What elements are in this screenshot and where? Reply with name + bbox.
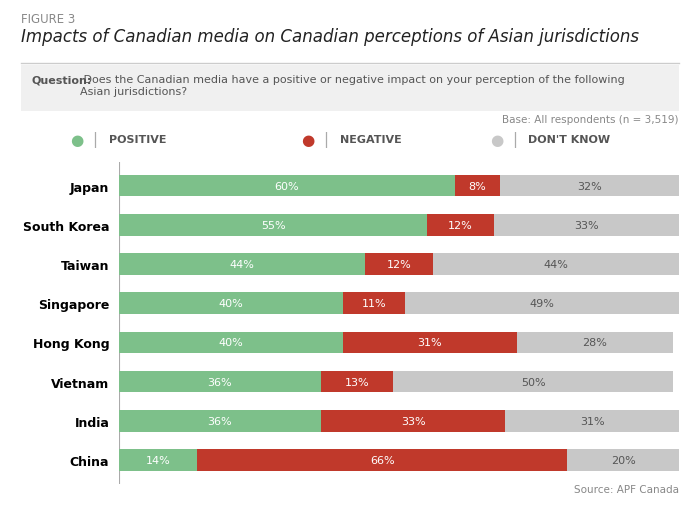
Text: Source: APF Canada: Source: APF Canada [574, 484, 679, 494]
Bar [343, 293, 405, 315]
Bar [505, 410, 679, 432]
Text: 14%: 14% [146, 455, 171, 465]
Bar [433, 254, 679, 275]
Text: 13%: 13% [344, 377, 370, 387]
Text: NEGATIVE: NEGATIVE [340, 135, 401, 145]
Bar [119, 293, 343, 315]
Bar [119, 215, 427, 236]
Text: ●: ● [71, 132, 83, 148]
Text: 33%: 33% [400, 416, 426, 426]
Text: Question:: Question: [32, 75, 92, 86]
Text: 31%: 31% [417, 338, 442, 348]
Text: 32%: 32% [577, 181, 602, 191]
Text: POSITIVE: POSITIVE [108, 135, 166, 145]
Bar [494, 215, 679, 236]
Text: 8%: 8% [468, 181, 486, 191]
Text: 11%: 11% [361, 299, 386, 308]
Bar [119, 449, 197, 471]
Bar [405, 293, 679, 315]
Bar [517, 332, 673, 354]
Text: 28%: 28% [582, 338, 608, 348]
Text: 12%: 12% [386, 260, 412, 270]
Bar [119, 332, 343, 354]
Text: 33%: 33% [574, 220, 599, 231]
Text: 55%: 55% [260, 220, 286, 231]
Text: Impacts of Canadian media on Canadian perceptions of Asian jurisdictions: Impacts of Canadian media on Canadian pe… [21, 28, 639, 46]
Text: 12%: 12% [448, 220, 473, 231]
Bar [427, 215, 494, 236]
Bar [119, 410, 321, 432]
Text: DON'T KNOW: DON'T KNOW [528, 135, 610, 145]
Text: 20%: 20% [610, 455, 636, 465]
Bar [365, 254, 433, 275]
Text: 49%: 49% [529, 299, 554, 308]
Text: 36%: 36% [207, 377, 232, 387]
Text: ●: ● [302, 132, 314, 148]
Bar [119, 176, 455, 197]
Text: 40%: 40% [218, 299, 244, 308]
Bar [567, 449, 679, 471]
Text: 40%: 40% [218, 338, 244, 348]
Bar [321, 410, 505, 432]
Bar [343, 332, 517, 354]
Bar [455, 176, 500, 197]
Text: |: | [512, 132, 517, 148]
Bar [197, 449, 567, 471]
Text: 36%: 36% [207, 416, 232, 426]
Bar [500, 176, 679, 197]
Text: |: | [323, 132, 328, 148]
Bar [321, 371, 393, 392]
Text: 50%: 50% [521, 377, 546, 387]
Text: 60%: 60% [274, 181, 300, 191]
Text: 31%: 31% [580, 416, 605, 426]
Text: 44%: 44% [543, 260, 568, 270]
Bar [119, 371, 321, 392]
Text: ●: ● [491, 132, 503, 148]
Text: Does the Canadian media have a positive or negative impact on your perception of: Does the Canadian media have a positive … [80, 75, 625, 97]
Text: |: | [92, 132, 97, 148]
Text: FIGURE 3: FIGURE 3 [21, 13, 76, 25]
Bar [393, 371, 673, 392]
Bar [119, 254, 365, 275]
Text: 66%: 66% [370, 455, 395, 465]
Text: Base: All respondents (n = 3,519): Base: All respondents (n = 3,519) [503, 115, 679, 125]
Text: 44%: 44% [230, 260, 255, 270]
